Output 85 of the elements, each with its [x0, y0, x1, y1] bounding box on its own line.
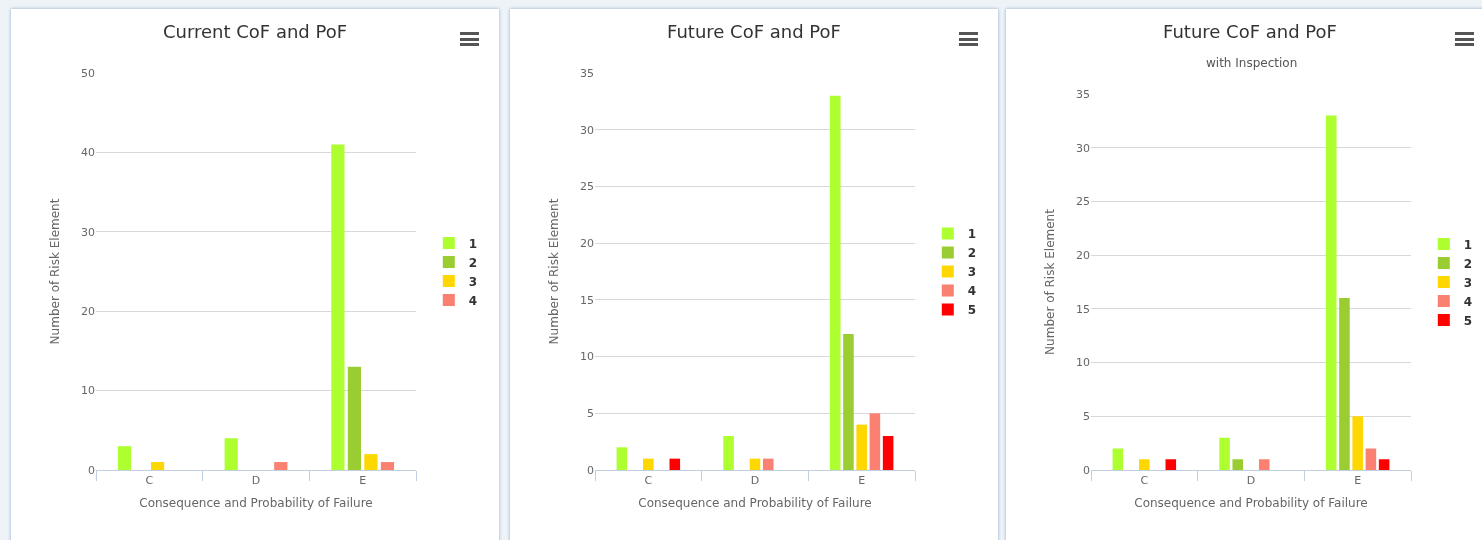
legend-label: 3	[468, 274, 478, 289]
x-tick-label: E	[1354, 474, 1362, 488]
x-tick-label: D	[251, 474, 261, 488]
bar	[616, 447, 628, 470]
x-tick-label: D	[1246, 474, 1256, 488]
y-tick-label: 10	[580, 350, 594, 364]
bar	[1112, 448, 1124, 470]
y-tick-label: 0	[88, 463, 95, 477]
y-tick-label: 20	[1076, 248, 1090, 262]
legend-label: 1	[468, 236, 478, 251]
bar	[150, 462, 165, 470]
chart-title: Future CoF and PoF	[667, 20, 841, 42]
y-tick-label: 0	[1083, 463, 1090, 477]
bar	[843, 333, 854, 470]
legend-label: 2	[468, 255, 478, 270]
bar	[1165, 459, 1177, 470]
y-tick-label: 30	[580, 123, 594, 137]
x-axis-title: Consequence and Probability of Failure	[139, 496, 373, 511]
y-tick-label: 25	[580, 180, 594, 194]
legend-label: 5	[1463, 313, 1473, 328]
chart-title: Future CoF and PoF	[1163, 20, 1337, 42]
bar	[1325, 115, 1337, 470]
y-tick-label: 35	[1076, 87, 1090, 101]
bar	[749, 458, 761, 470]
bar	[1365, 448, 1377, 470]
y-tick-label: 35	[580, 66, 594, 80]
bar	[869, 413, 881, 470]
bar	[117, 446, 132, 470]
bar	[274, 462, 288, 470]
y-tick-label: 0	[587, 463, 594, 477]
x-axis-title: Consequence and Probability of Failure	[1134, 496, 1368, 511]
y-tick-label: 10	[81, 384, 95, 398]
y-axis-title: Number of Risk Element	[1043, 208, 1058, 355]
y-axis-title: Number of Risk Element	[547, 198, 562, 345]
bar	[762, 458, 774, 470]
bar	[669, 458, 681, 470]
bar	[723, 435, 734, 470]
y-tick-label: 15	[580, 293, 594, 307]
y-tick-label: 25	[1076, 195, 1090, 209]
bar	[1352, 416, 1363, 470]
chart-title: Current CoF and PoF	[162, 20, 348, 42]
x-tick-label: C	[644, 474, 653, 488]
y-tick-label: 5	[1083, 410, 1090, 424]
y-tick-label: 30	[81, 225, 95, 239]
bar	[1258, 459, 1270, 470]
y-tick-label: 40	[81, 146, 95, 160]
chart-subtitle: with Inspection	[1206, 56, 1298, 70]
legend-label: 3	[967, 265, 977, 280]
bar	[643, 458, 654, 470]
x-tick-label: C	[1140, 474, 1149, 488]
bar	[856, 424, 867, 470]
x-tick-label: C	[145, 474, 154, 488]
legend-label: 4	[468, 293, 478, 308]
y-tick-label: 10	[1076, 356, 1090, 370]
legend-label: 1	[967, 227, 977, 242]
bar	[1339, 298, 1350, 470]
y-tick-label: 5	[587, 407, 594, 421]
bar	[1139, 459, 1150, 470]
x-axis-title: Consequence and Probability of Failure	[638, 496, 872, 511]
y-tick-label: 20	[81, 305, 95, 319]
y-axis-title: Number of Risk Element	[48, 198, 63, 345]
bar	[1232, 459, 1244, 470]
bar	[882, 435, 894, 470]
legend-label: 2	[1463, 256, 1473, 271]
legend-label: 4	[1463, 294, 1473, 309]
bar	[331, 144, 345, 470]
y-tick-label: 30	[1076, 141, 1090, 155]
x-tick-label: E	[858, 474, 866, 488]
bar	[1219, 437, 1230, 470]
x-tick-label: D	[750, 474, 760, 488]
legend-label: 4	[967, 284, 977, 299]
legend-label: 2	[967, 246, 977, 261]
bar	[347, 366, 362, 470]
x-tick-label: E	[359, 474, 367, 488]
bar	[380, 462, 395, 470]
bar	[224, 438, 238, 470]
legend-label: 1	[1463, 237, 1473, 252]
bar	[829, 95, 841, 470]
legend-label: 3	[1463, 275, 1473, 290]
y-tick-label: 20	[580, 236, 594, 250]
legend-label: 5	[967, 303, 977, 318]
y-tick-label: 15	[1076, 302, 1090, 316]
y-tick-label: 50	[81, 66, 95, 80]
bar	[364, 454, 378, 470]
bar	[1378, 459, 1390, 470]
